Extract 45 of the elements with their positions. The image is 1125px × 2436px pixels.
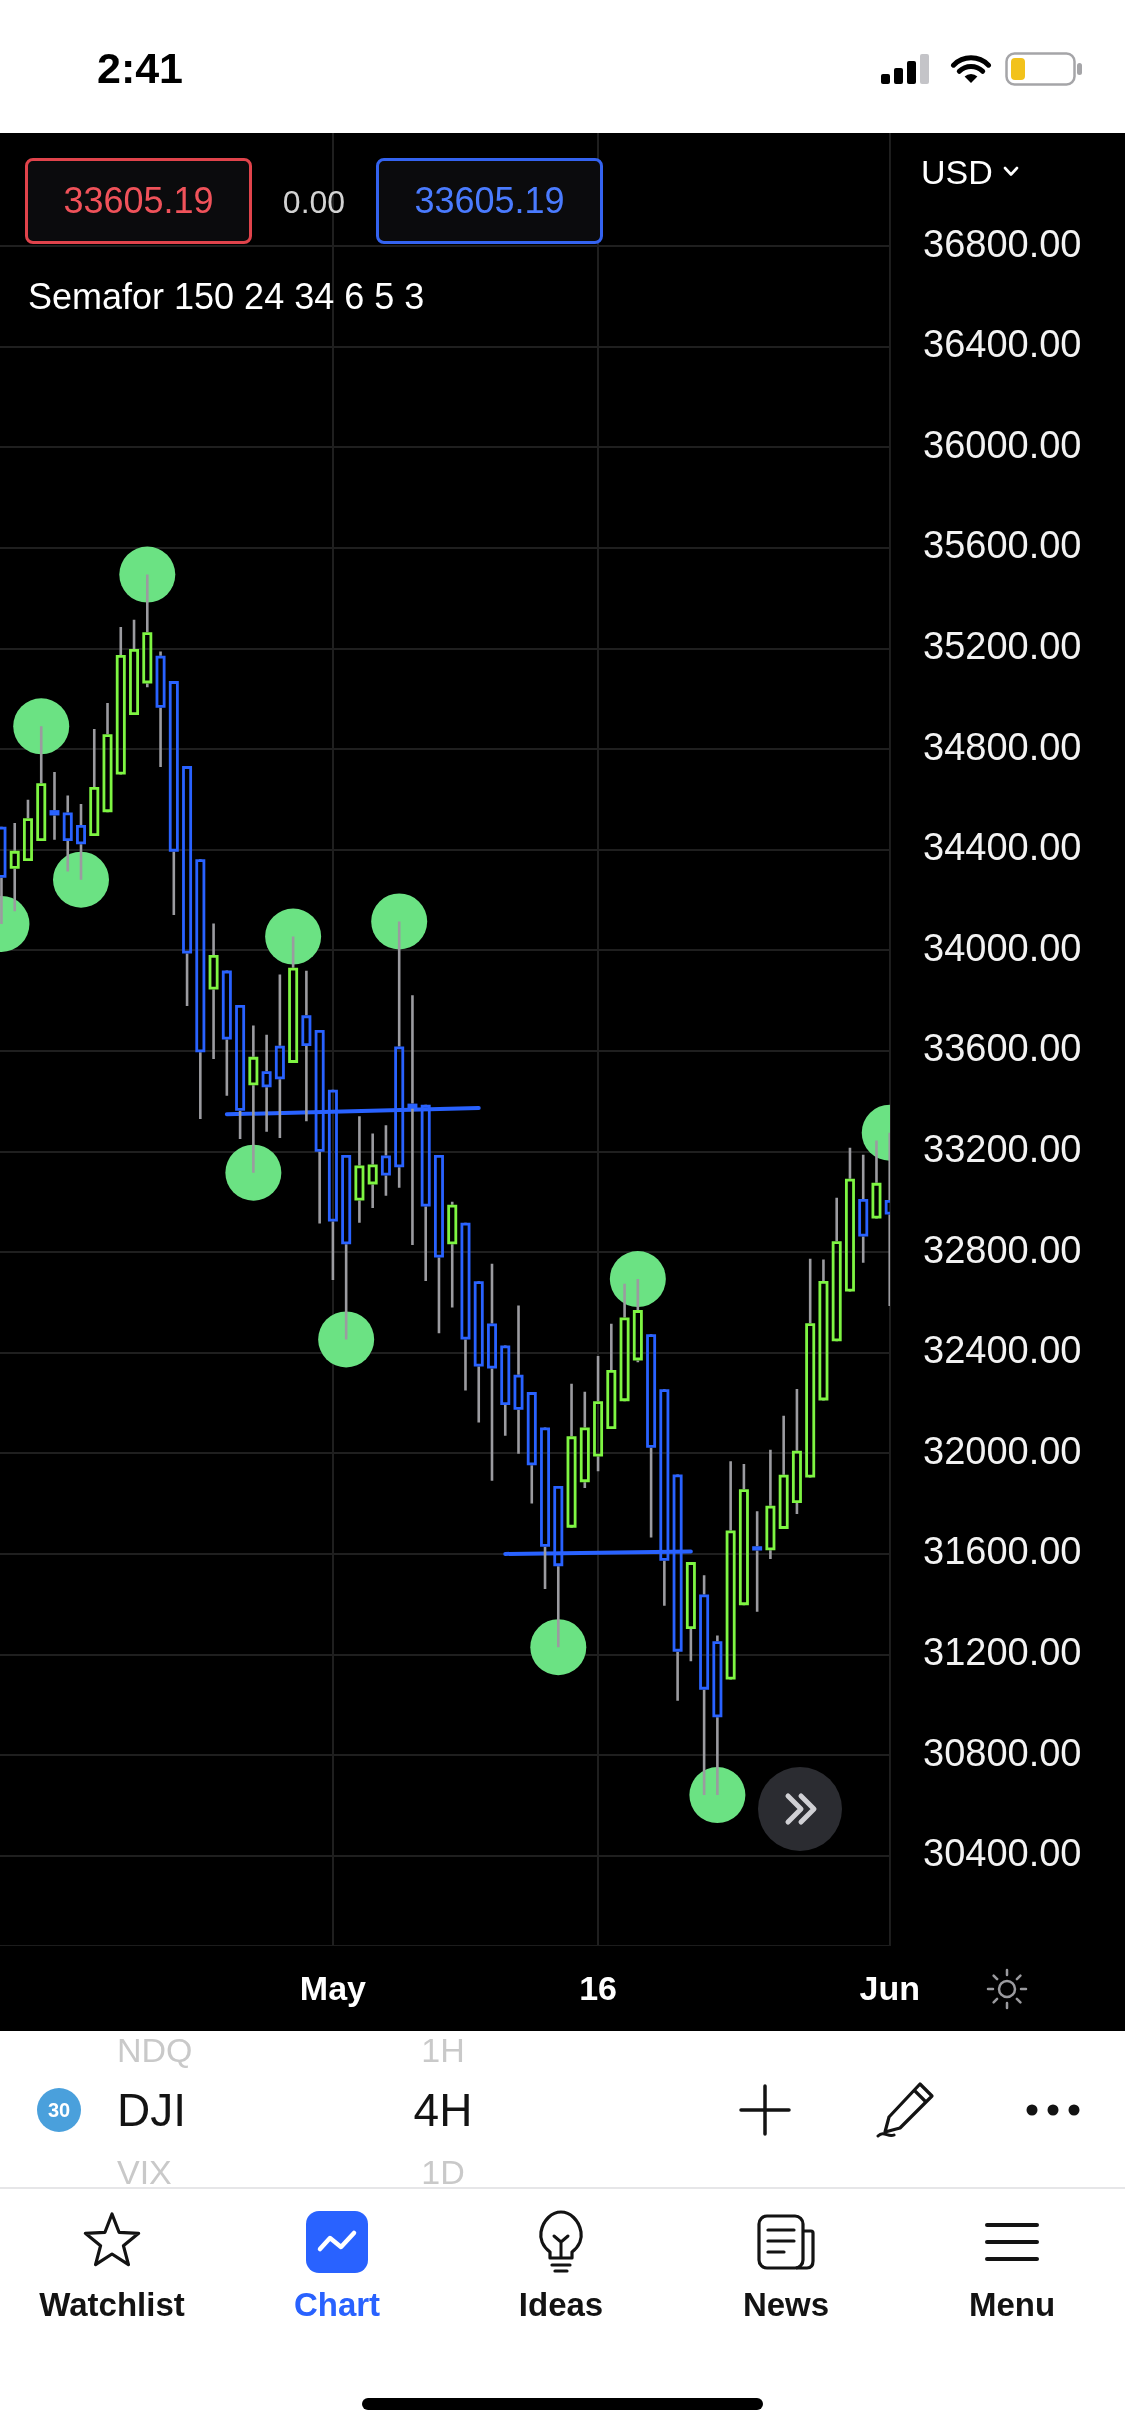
y-tick-label: 34800.00 bbox=[923, 725, 1082, 768]
y-tick-label: 32000.00 bbox=[923, 1429, 1082, 1472]
y-tick-label: 36400.00 bbox=[923, 323, 1082, 366]
y-tick-label: 34000.00 bbox=[923, 926, 1082, 969]
point bbox=[318, 1311, 375, 1368]
y-tick-label: 30800.00 bbox=[923, 1731, 1082, 1774]
x-tick-label: 16 bbox=[579, 1968, 617, 2007]
y-tick-label: 33600.00 bbox=[923, 1027, 1082, 1070]
text: DJI bbox=[117, 2084, 186, 2136]
y-tick-label: 32800.00 bbox=[923, 1228, 1082, 1271]
point bbox=[265, 908, 322, 965]
point bbox=[225, 1144, 282, 1201]
point bbox=[119, 546, 176, 603]
y-tick-label: 34400.00 bbox=[923, 826, 1082, 869]
y-tick-label: 35200.00 bbox=[923, 625, 1082, 668]
y-tick-label: 35600.00 bbox=[923, 524, 1082, 567]
y-tick-label: 36000.00 bbox=[923, 423, 1082, 466]
x-tick-label: May bbox=[299, 1968, 367, 2007]
text: 4H bbox=[413, 2084, 473, 2136]
annotation: 0.00 bbox=[282, 184, 346, 220]
point bbox=[371, 893, 428, 950]
text: Chart bbox=[293, 2285, 381, 2323]
text: Watchlist bbox=[39, 2285, 185, 2323]
y-tick-label: 32400.00 bbox=[923, 1329, 1082, 1372]
y-tick-label: 31200.00 bbox=[923, 1631, 1082, 1674]
candlestick bbox=[752, 1509, 763, 1614]
text: USD bbox=[921, 153, 993, 191]
point bbox=[689, 1767, 746, 1824]
text: 2:41 bbox=[96, 43, 184, 92]
point bbox=[609, 1251, 666, 1308]
text: 30 bbox=[47, 2099, 71, 2121]
text: News bbox=[742, 2285, 830, 2323]
y-tick-label: 30400.00 bbox=[923, 1832, 1082, 1875]
x-tick-label: Jun bbox=[859, 1968, 920, 2007]
annotation: 33605.19 bbox=[63, 180, 214, 221]
y-tick-label: 33200.00 bbox=[923, 1128, 1082, 1171]
annotation: 33605.19 bbox=[414, 180, 565, 221]
text: Menu bbox=[968, 2285, 1056, 2323]
point bbox=[53, 851, 110, 908]
point bbox=[530, 1619, 587, 1676]
y-tick-label: 31600.00 bbox=[923, 1530, 1082, 1573]
y-tick-label: 36800.00 bbox=[923, 222, 1082, 265]
text: Ideas bbox=[518, 2285, 604, 2323]
point bbox=[13, 698, 70, 755]
annotation: Semafor 150 24 34 6 5 3 bbox=[28, 276, 425, 317]
